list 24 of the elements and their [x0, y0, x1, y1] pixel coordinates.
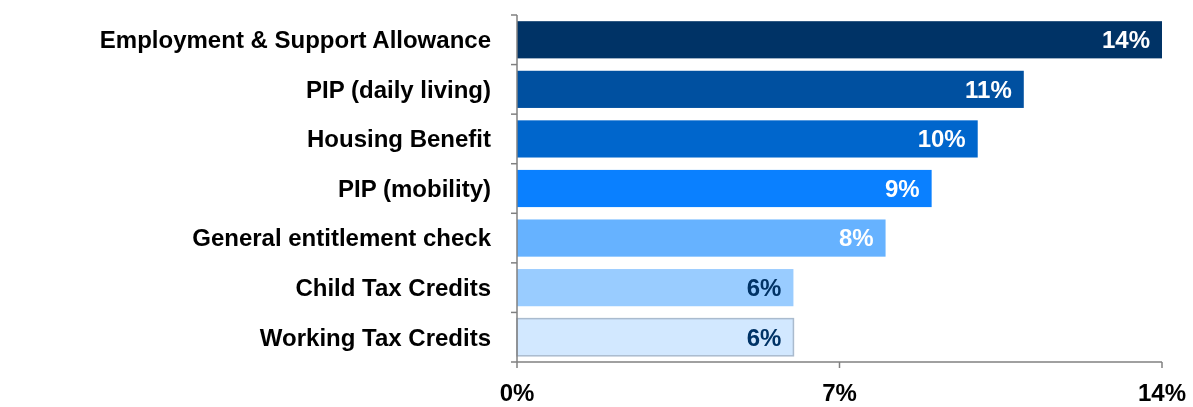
data-label: 9% — [884, 174, 920, 202]
bar — [517, 219, 886, 257]
data-label: 6% — [746, 274, 782, 302]
data-label: 6% — [746, 323, 782, 351]
bar — [517, 70, 1024, 108]
x-tick-label: 0% — [499, 379, 535, 406]
y-tick-label: Employment & Support Allowance — [99, 26, 491, 54]
bar — [517, 21, 1162, 59]
y-tick-label: Child Tax Credits — [295, 274, 491, 302]
bar — [517, 120, 978, 158]
data-label: 11% — [965, 75, 1012, 103]
bar — [516, 317, 795, 357]
y-tick-label: Working Tax Credits — [259, 323, 491, 351]
bar — [517, 169, 932, 208]
data-label: 8% — [838, 224, 874, 252]
x-tick-label: 7% — [822, 379, 857, 406]
data-label: 14% — [1101, 26, 1150, 54]
y-tick-label: PIP (daily living) — [306, 75, 491, 103]
y-tick-label: General entitlement check — [192, 224, 492, 252]
y-tick-label: PIP (mobility) — [338, 174, 491, 202]
y-tick-label: Housing Benefit — [307, 125, 491, 153]
data-label: 10% — [917, 125, 966, 153]
x-tick-label: 14% — [1137, 379, 1187, 406]
bar — [517, 269, 794, 307]
